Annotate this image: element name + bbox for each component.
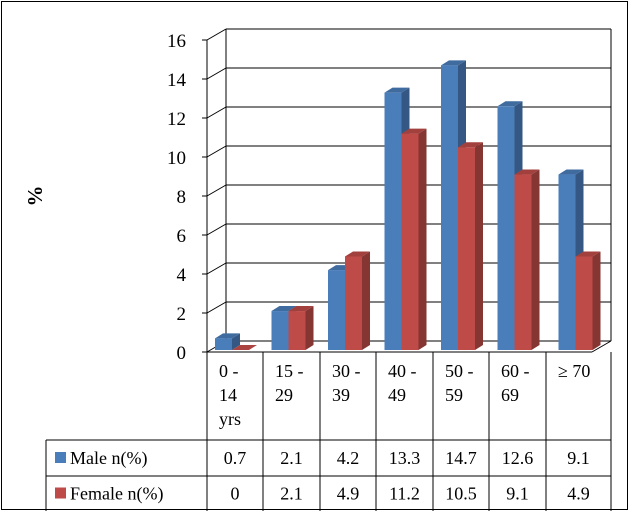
x-tick-label: 0 - <box>219 361 239 381</box>
bar-top <box>384 87 410 93</box>
legend-swatch <box>55 452 66 463</box>
bar-top <box>441 60 466 66</box>
bar <box>401 133 419 350</box>
bar-top <box>232 345 257 350</box>
bar-side <box>531 169 540 350</box>
bar <box>384 92 402 351</box>
side-wall-line <box>206 301 227 314</box>
y-tick-label: 2 <box>177 304 187 325</box>
side-wall-line <box>206 184 227 197</box>
bar-top <box>401 128 427 134</box>
bar <box>288 311 306 350</box>
y-tick-label: 14 <box>167 70 187 91</box>
x-tick-label: 40 - <box>388 361 417 381</box>
bar <box>558 174 576 350</box>
x-tick-label: 15 - <box>275 361 304 381</box>
data-label: 4.9 <box>567 484 590 504</box>
floor-right-edge <box>591 340 612 353</box>
bar <box>575 256 593 350</box>
bar-top <box>458 142 483 148</box>
side-wall-line <box>206 67 227 80</box>
data-label: 4.9 <box>337 484 360 504</box>
side-wall-line <box>206 262 227 275</box>
bar-side <box>305 306 314 350</box>
data-label: 4.2 <box>337 448 360 468</box>
x-tick-label: 59 <box>445 385 463 405</box>
x-tick-label: 49 <box>388 385 406 405</box>
bar-side <box>475 142 483 350</box>
x-tick-label: 14 <box>219 385 237 405</box>
bar <box>441 65 458 350</box>
x-tick-label: 29 <box>275 385 293 405</box>
legend-swatch <box>55 487 66 499</box>
data-label: 9.1 <box>567 448 590 468</box>
bar-top <box>345 251 370 257</box>
data-label: 2.1 <box>280 484 303 504</box>
bar <box>215 338 232 350</box>
side-wall-line <box>206 106 227 119</box>
y-tick-label: 6 <box>177 226 187 247</box>
x-tick-label: 50 - <box>445 361 474 381</box>
bar-top <box>271 306 297 312</box>
side-wall-line <box>206 28 227 41</box>
y-axis-label: % <box>23 186 47 207</box>
x-tick-label: ≥ 70 <box>558 361 590 381</box>
x-tick-label: yrs <box>219 409 241 429</box>
bar <box>458 147 475 350</box>
side-wall-line <box>206 223 227 236</box>
data-label: 12.6 <box>502 448 534 468</box>
data-label: 14.7 <box>445 448 477 468</box>
bar-side <box>592 251 601 350</box>
data-label: 9.1 <box>506 484 529 504</box>
y-tick-label: 16 <box>167 31 186 52</box>
y-tick-label: 8 <box>177 187 187 208</box>
legend-label: Male n(%) <box>70 448 147 469</box>
legend-label: Female n(%) <box>70 484 163 505</box>
bar-side <box>418 128 427 350</box>
data-label: 10.5 <box>445 484 477 504</box>
bar-top <box>288 306 314 312</box>
x-tick-label: 69 <box>501 385 519 405</box>
y-tick-label: 0 <box>177 343 187 364</box>
data-label: 2.1 <box>280 448 303 468</box>
data-label: 0.7 <box>224 448 247 468</box>
x-tick-label: 60 - <box>501 361 530 381</box>
y-tick-label: 12 <box>167 109 186 130</box>
x-tick-label: 30 - <box>332 361 361 381</box>
data-label: 11.2 <box>389 484 420 504</box>
x-tick-label: 39 <box>332 385 350 405</box>
data-label: 0 <box>231 484 240 504</box>
side-wall-line <box>206 145 227 158</box>
data-label: 13.3 <box>389 448 421 468</box>
bar-side <box>232 333 240 350</box>
bar <box>328 270 345 350</box>
bar-top <box>558 169 584 175</box>
bar <box>514 174 532 350</box>
bar-top <box>497 101 523 107</box>
bar-top <box>575 251 601 257</box>
bar <box>497 106 515 350</box>
bar <box>271 311 289 350</box>
y-tick-label: 4 <box>177 265 187 286</box>
bar-top <box>514 169 540 175</box>
y-tick-label: 10 <box>167 148 186 169</box>
bar <box>345 256 362 350</box>
bar-side <box>362 251 370 350</box>
bar-top <box>215 333 240 339</box>
